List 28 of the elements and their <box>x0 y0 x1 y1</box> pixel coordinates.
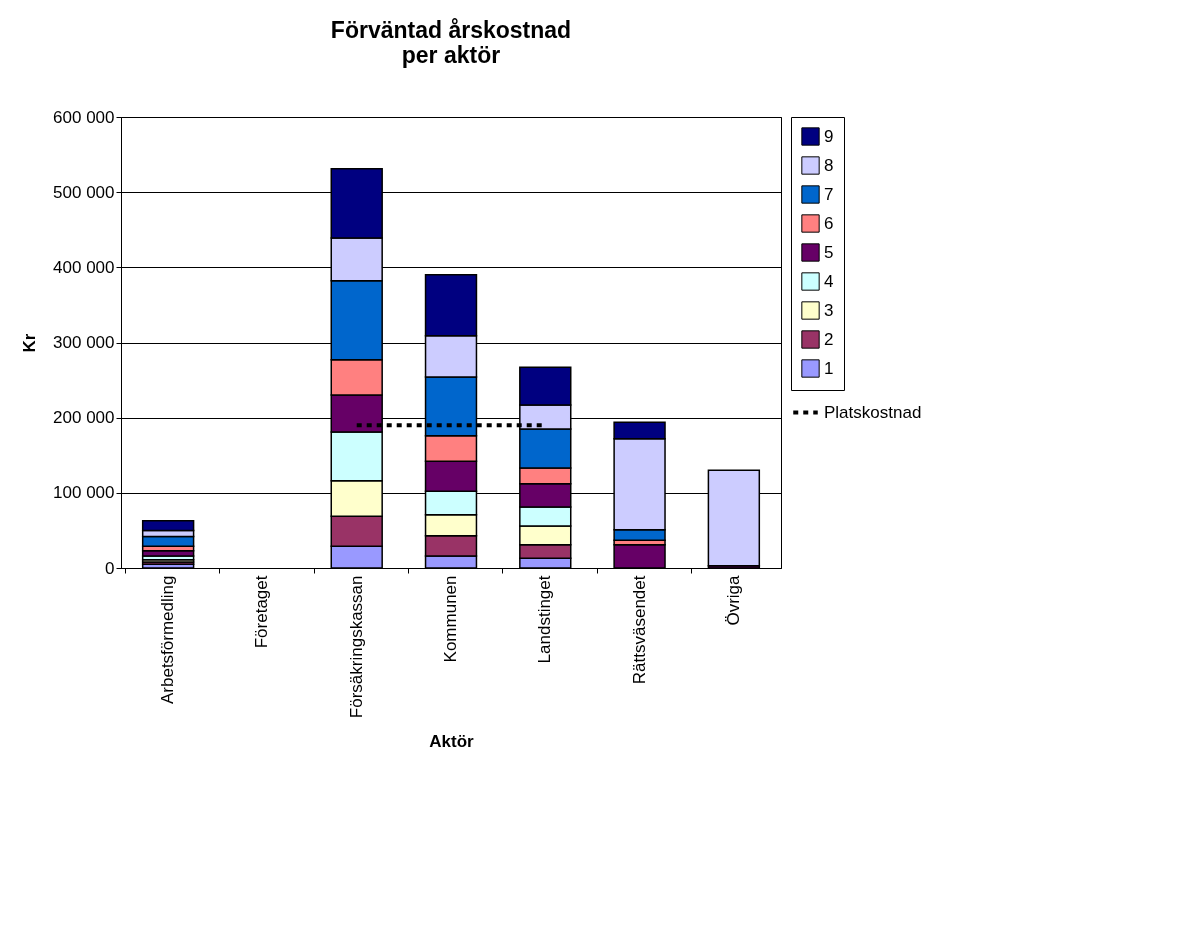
y-tick-label: 300 000 <box>53 333 115 352</box>
legend-label: 6 <box>824 213 834 233</box>
y-tick-label: 600 000 <box>53 107 115 127</box>
x-tick-label: Arbetsförmedling <box>158 575 178 705</box>
legend-label: 9 <box>824 126 834 146</box>
y-tick-label: 0 <box>105 558 115 578</box>
x-tick-label: Övriga <box>723 574 743 626</box>
bar <box>613 543 666 569</box>
x-tick-label: Företaget <box>252 575 272 649</box>
x-tick-label: Försäkringskassan <box>346 575 366 719</box>
legend-label: 1 <box>824 358 834 378</box>
y-tick-label: 200 000 <box>53 408 115 428</box>
legend-label: Platskostnad <box>824 402 922 422</box>
legend-label: 3 <box>824 300 834 320</box>
x-tick-label: Landstinget <box>535 575 555 664</box>
legend-label: 5 <box>824 242 834 262</box>
legend-label: 2 <box>824 329 834 349</box>
y-tick-label: 500 000 <box>53 182 115 202</box>
x-tick-label: Kommunen <box>441 575 460 663</box>
legend-label: 8 <box>824 155 834 175</box>
x-tick-label: Rättsväsendet <box>629 575 649 685</box>
legend-label: 7 <box>824 184 834 204</box>
x-axis-title: Aktör <box>429 732 475 752</box>
legend-label: 4 <box>824 271 834 291</box>
y-tick-label: 100 000 <box>53 483 115 503</box>
chart-title: Förväntad årskostnad per aktör <box>330 17 572 68</box>
y-axis-title: Kr <box>20 333 40 353</box>
y-tick-label: 400 000 <box>53 257 115 277</box>
